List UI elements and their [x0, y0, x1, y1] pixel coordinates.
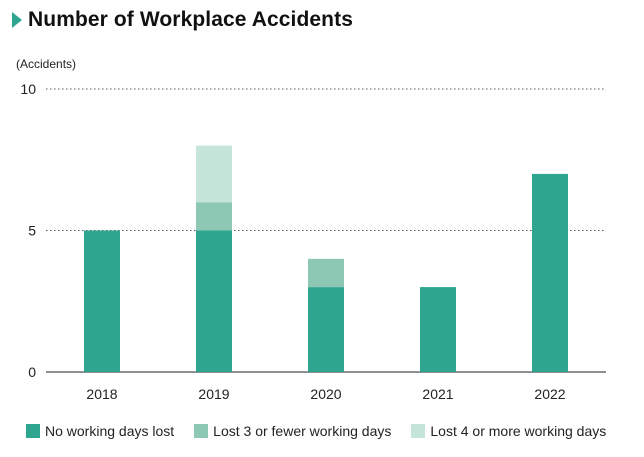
chart-title: Number of Workplace Accidents — [28, 8, 353, 31]
x-tick-label: 2022 — [534, 386, 565, 402]
chart-legend: No working days lost Lost 3 or fewer work… — [26, 423, 626, 439]
legend-swatch — [26, 424, 40, 438]
bar-segment — [196, 202, 232, 231]
title-marker-icon — [12, 12, 22, 28]
legend-item: Lost 3 or fewer working days — [194, 423, 391, 439]
bar-segment — [196, 145, 232, 203]
bar-segment — [532, 173, 568, 372]
legend-label: Lost 3 or fewer working days — [213, 423, 392, 439]
legend-item: Lost 4 or more working days — [411, 423, 606, 439]
y-tick-label: 5 — [28, 223, 36, 239]
x-tick-label: 2018 — [86, 386, 117, 402]
bar-segment — [196, 230, 232, 372]
x-tick-label: 2020 — [310, 386, 341, 402]
y-tick-label: 0 — [28, 364, 36, 380]
bar-segment — [420, 287, 456, 372]
legend-label: No working days lost — [45, 423, 175, 439]
y-tick-label: 10 — [20, 81, 36, 97]
x-tick-label: 2021 — [422, 386, 453, 402]
y-axis-unit-label: (Accidents) — [16, 57, 77, 71]
legend-item: No working days lost — [26, 423, 174, 439]
bar-segment — [308, 258, 344, 288]
bar-segment — [84, 230, 120, 372]
bar-segment — [308, 287, 344, 372]
legend-swatch — [411, 424, 426, 438]
legend-swatch — [194, 424, 209, 438]
bar-chart: 0 5 10 2018 2019 2020 2021 2022 — [20, 81, 606, 402]
x-tick-label: 2019 — [198, 386, 229, 402]
chart-title-area: Number of Workplace Accidents — [12, 6, 353, 34]
legend-label: Lost 4 or more working days — [430, 423, 607, 439]
